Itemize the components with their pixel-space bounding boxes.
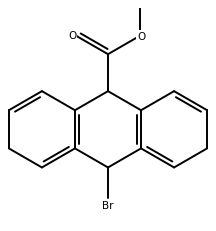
Text: O: O bbox=[68, 30, 76, 40]
Text: Br: Br bbox=[102, 201, 114, 210]
Text: O: O bbox=[137, 32, 145, 42]
